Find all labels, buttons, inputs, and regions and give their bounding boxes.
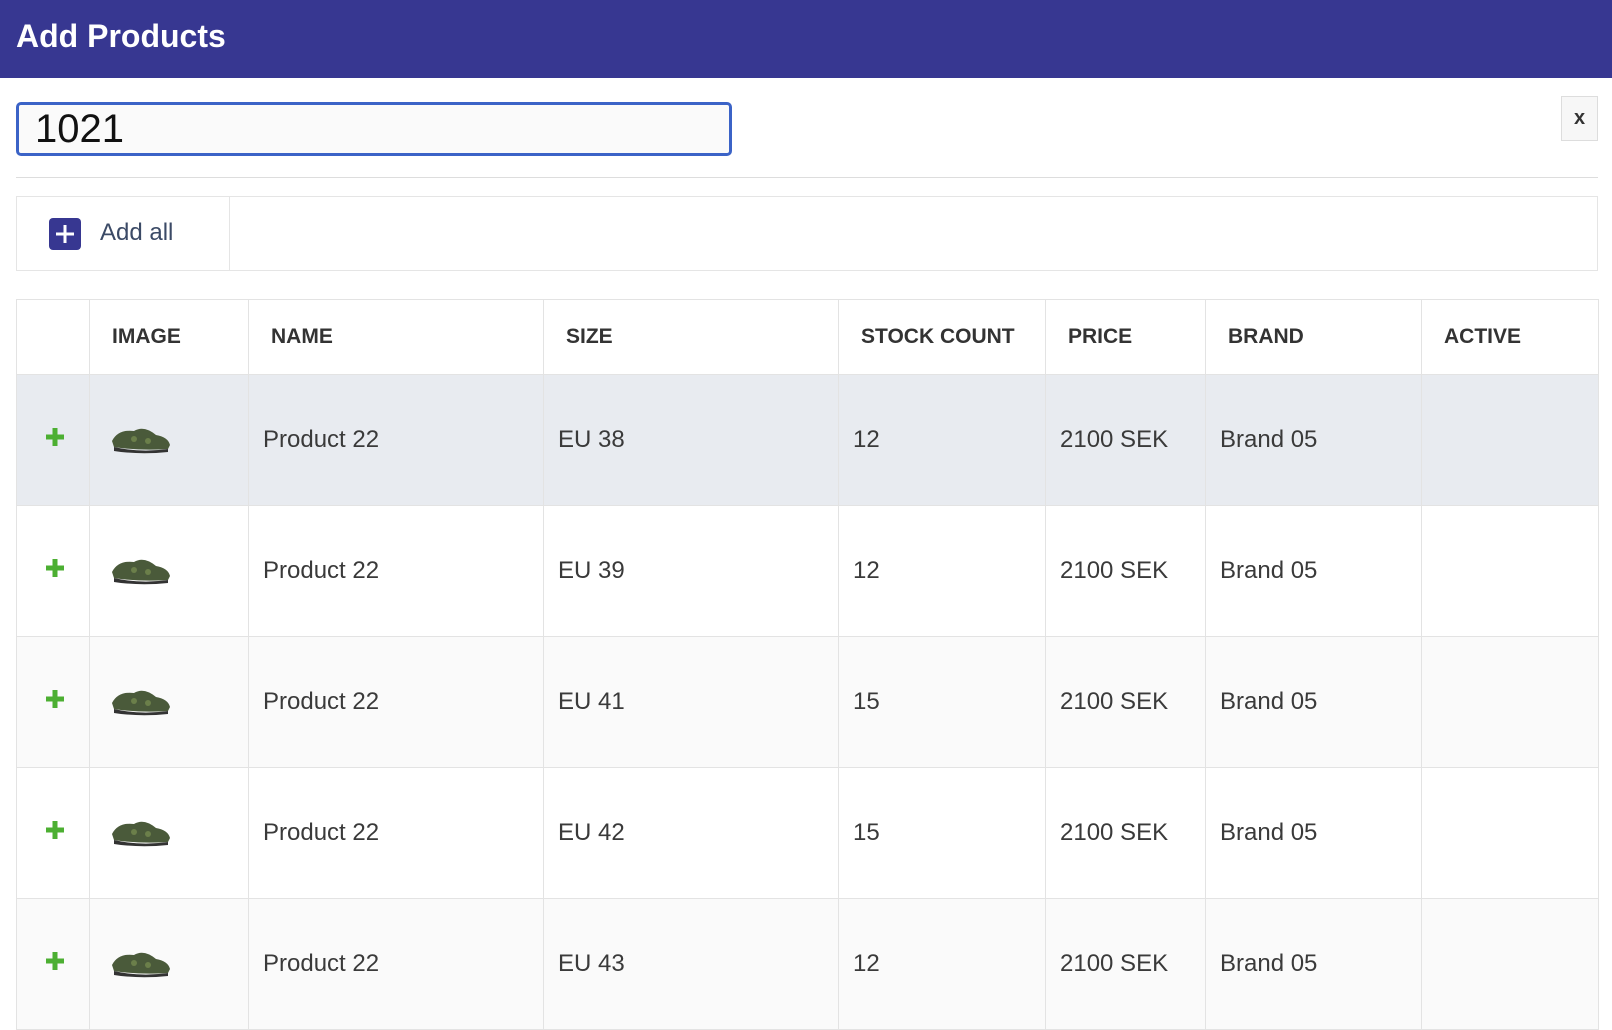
image-cell [89,767,249,899]
image-cell [89,374,249,506]
table-row: Product 22 EU 39 12 2100 SEK Brand 05 [16,505,1599,637]
plus-icon [46,558,64,577]
brand-cell: Brand 05 [1205,636,1422,768]
column-header: IMAGE [89,299,249,375]
shoe-image [112,690,170,715]
name-cell: Product 22 [248,767,544,899]
add-button[interactable] [31,914,89,1015]
stock-cell: 12 [838,898,1046,1030]
table-row: Product 22 EU 43 12 2100 SEK Brand 05 [16,898,1599,1030]
price-cell: 2100 SEK [1045,767,1206,899]
product-image [104,925,248,1004]
add-button[interactable] [31,783,89,884]
plus-icon [46,951,64,970]
action-cell [16,374,90,506]
shoe-image [112,559,170,584]
title: Add Products [16,18,226,54]
stock-cell: 15 [838,767,1046,899]
brand-cell: Brand 05 [1205,505,1422,637]
plus-icon [46,689,64,708]
name-cell: Product 22 [248,374,544,506]
name-cell: Product 22 [248,505,544,637]
header-cell [16,299,90,375]
add-button[interactable] [31,652,89,753]
action-cell [16,505,90,637]
close-button[interactable]: x [1561,96,1598,141]
price-cell: 2100 SEK [1045,374,1206,506]
active-cell [1421,374,1599,506]
active-cell [1421,767,1599,899]
size-cell: EU 39 [543,505,839,637]
size-cell: EU 38 [543,374,839,506]
name-cell: Product 22 [248,636,544,768]
name-cell: Product 22 [248,898,544,1030]
active-cell [1421,898,1599,1030]
plus-icon [46,427,64,446]
size-cell: EU 43 [543,898,839,1030]
shoe-image [112,821,170,846]
column-header: ACTIVE [1421,299,1599,375]
divider [16,177,1598,178]
size-cell: EU 42 [543,767,839,899]
shoe-image [112,428,170,453]
product-image [104,401,248,480]
action-cell [16,767,90,899]
active-cell [1421,505,1599,637]
price-cell: 2100 SEK [1045,636,1206,768]
header: Add Products [0,0,1612,78]
stock-cell: 15 [838,636,1046,768]
column-header: SIZE [543,299,839,375]
action-cell [16,898,90,1030]
brand-cell: Brand 05 [1205,767,1422,899]
plus-icon [46,820,64,839]
brand-cell: Brand 05 [1205,374,1422,506]
image-cell [89,898,249,1030]
product-image [104,794,248,873]
table-row: Product 22 EU 38 12 2100 SEK Brand 05 [16,374,1599,506]
table-row: Product 22 EU 41 15 2100 SEK Brand 05 [16,636,1599,768]
product-table: IMAGE NAME SIZE STOCK COUNT PRICE BRAND ACTIVE… [16,299,1599,1030]
column-header: BRAND [1205,299,1422,375]
column-header: NAME [248,299,544,375]
add-button[interactable] [31,390,89,491]
add-all-label: Add all [100,219,174,246]
add-button[interactable] [31,521,89,622]
plus-icon [49,218,81,250]
stock-cell: 12 [838,374,1046,506]
column-header: STOCK COUNT [838,299,1046,375]
header-row: IMAGE NAME SIZE STOCK COUNT PRICE BRAND ACTIVE [16,299,1599,375]
shoe-image [112,952,170,977]
table-row: Product 22 EU 42 15 2100 SEK Brand 05 [16,767,1599,899]
size-cell: EU 41 [543,636,839,768]
active-cell [1421,636,1599,768]
add-all-button[interactable]: Add all [17,197,230,270]
image-cell [89,636,249,768]
action-cell [16,636,90,768]
brand-cell: Brand 05 [1205,898,1422,1030]
price-cell: 2100 SEK [1045,505,1206,637]
column-header: PRICE [1045,299,1206,375]
product-image [104,532,248,611]
image-cell [89,505,249,637]
product-image [104,663,248,742]
stock-cell: 12 [838,505,1046,637]
price-cell: 2100 SEK [1045,898,1206,1030]
toolbar: Add all [16,196,1598,271]
search-input[interactable]: 1021 [16,102,732,156]
